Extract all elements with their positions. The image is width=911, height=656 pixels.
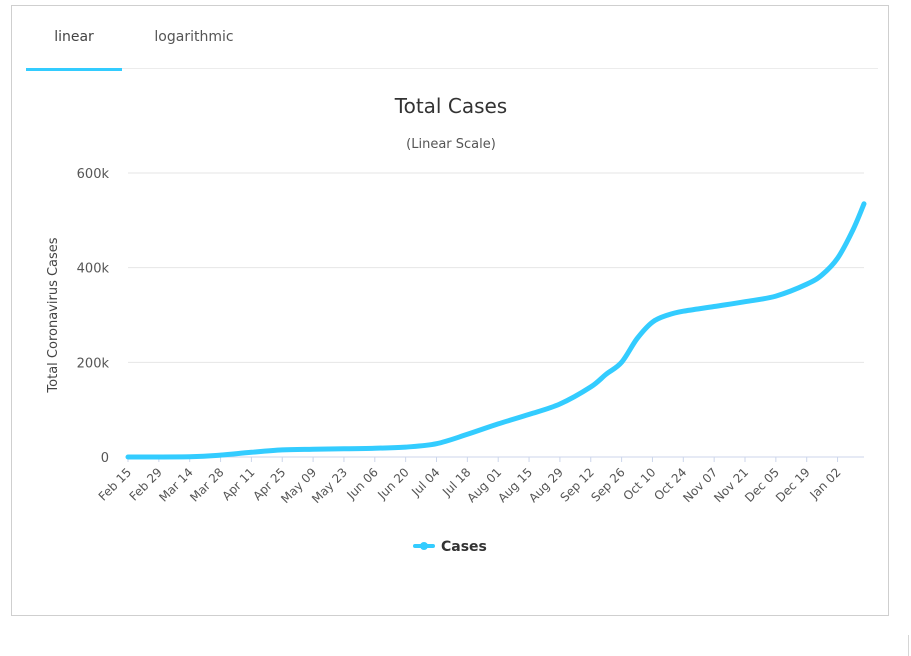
- y-axis-ticks: 0 200k 400k 600k: [77, 167, 110, 466]
- x-tick-label: Jul 04: [408, 465, 442, 499]
- series-layer: [125, 201, 867, 460]
- x-tick-label: Mar 28: [187, 465, 226, 504]
- scale-tabs: linear logarithmic: [26, 6, 878, 71]
- grid-lines: [128, 172, 864, 458]
- legend[interactable]: Cases: [413, 539, 487, 555]
- chart-subtitle: (Linear Scale): [406, 137, 496, 152]
- x-tick-label: Sep 26: [588, 465, 627, 504]
- tab-logarithmic[interactable]: logarithmic: [122, 6, 266, 68]
- x-tick-label: Jun 20: [374, 465, 411, 502]
- tab-linear-label: linear: [54, 29, 94, 45]
- legend-label-cases[interactable]: Cases: [441, 539, 487, 555]
- x-tick-label: Dec 19: [773, 465, 813, 505]
- x-tick-label: Apr 11: [219, 465, 257, 503]
- y-tick-label: 600k: [77, 167, 110, 182]
- divider: [908, 635, 909, 656]
- y-tick-label: 400k: [77, 262, 110, 277]
- tab-linear[interactable]: linear: [26, 6, 122, 71]
- chart-panel: linear logarithmic: [11, 5, 889, 616]
- x-tick-label: Feb 15: [96, 465, 134, 503]
- x-tick-label: Jan 02: [806, 465, 843, 502]
- y-tick-label: 200k: [77, 356, 110, 371]
- tab-logarithmic-label: logarithmic: [154, 29, 234, 45]
- x-tick-label: Aug 29: [526, 465, 566, 505]
- x-tick-label: Oct 10: [621, 465, 659, 503]
- legend-swatch-marker: [420, 542, 428, 550]
- x-tick-label: Jun 06: [344, 465, 381, 502]
- y-tick-label: 0: [101, 451, 109, 466]
- y-axis-title: Total Coronavirus Cases: [46, 237, 61, 393]
- chart-title: Total Cases: [394, 94, 507, 118]
- series-line-cases[interactable]: [125, 201, 867, 460]
- tab-active-indicator: [26, 68, 122, 71]
